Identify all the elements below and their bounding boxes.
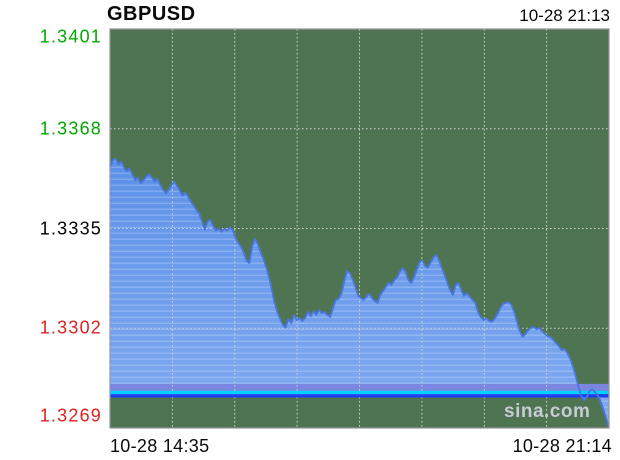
price-line: [109, 157, 610, 428]
price-area-stripes: [110, 158, 609, 428]
chart-title: GBPUSD: [107, 3, 196, 25]
y-axis-label: 1.3401: [39, 26, 102, 47]
baseline-cyan-line: [110, 390, 609, 395]
sina-watermark: sina.com: [504, 401, 591, 422]
plot-border: [109, 28, 610, 429]
y-axis-label: 1.3368: [39, 118, 102, 139]
y-axis-label: 1.3302: [39, 317, 102, 338]
baseline-blue-line: [110, 394, 609, 398]
last-update-time: 10-28 21:13: [519, 6, 610, 25]
gridlines: [110, 29, 609, 428]
purple-band: [110, 383, 609, 391]
y-axis-label: 1.3335: [39, 218, 102, 238]
x-axis-end-label: 10-28 21:14: [512, 436, 612, 456]
x-axis-start-label: 10-28 14:35: [110, 436, 210, 456]
y-axis-label: 1.3269: [39, 405, 102, 426]
